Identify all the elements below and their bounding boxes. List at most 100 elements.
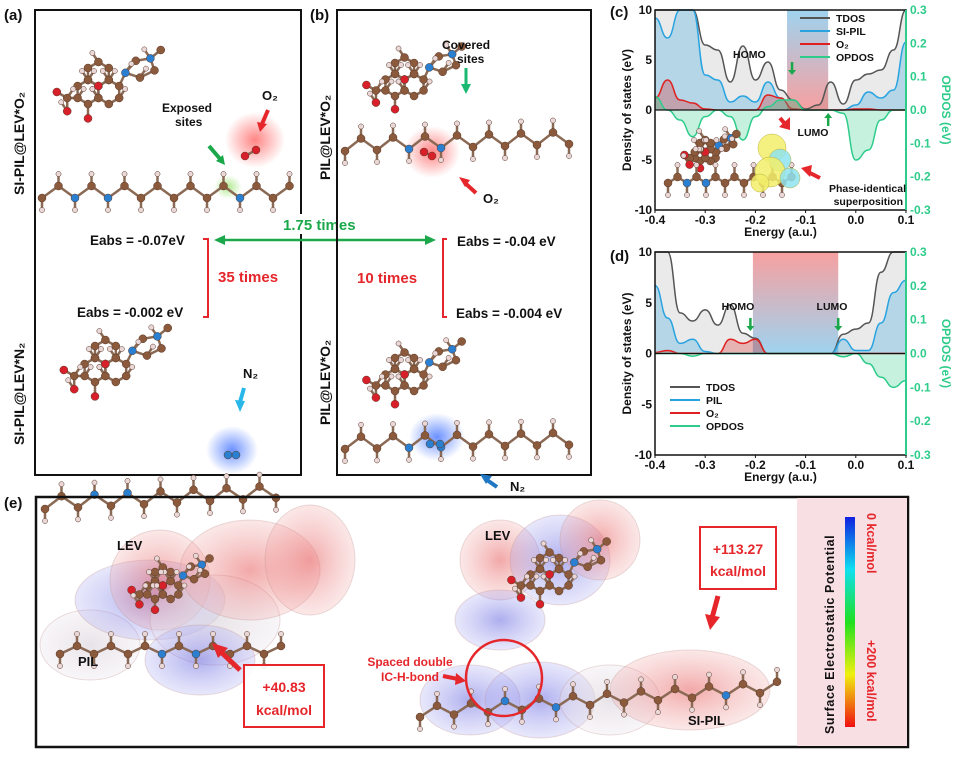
hydrogen-atom [106, 346, 113, 352]
esp-surface-blob [559, 499, 641, 581]
hydrogen-atom [77, 364, 84, 370]
hydrogen-atom [502, 686, 508, 692]
arrowhead-right-icon [425, 235, 436, 245]
hydrogen-atom [518, 118, 524, 125]
carbon-atom [419, 75, 428, 84]
hydrogen-atom [128, 60, 135, 67]
x-tick-label: 0.0 [847, 458, 864, 472]
si-pil-label: SI-PIL [688, 713, 725, 728]
carbon-atom [150, 66, 159, 75]
hydrogen-atom [691, 137, 697, 143]
hydrogen-atom [89, 50, 96, 56]
carbon-atom [535, 564, 545, 574]
hydrogen-atom [358, 421, 364, 428]
carbon-atom [150, 594, 160, 604]
comparison-label: 1.75 times [283, 217, 356, 234]
carbon-atom [400, 53, 409, 62]
hydrogen-atom [157, 476, 164, 483]
carbon-atom [564, 581, 573, 590]
esp-surface-blob [609, 649, 771, 731]
hydrogen-atom [405, 357, 411, 363]
hydrogen-atom [124, 478, 131, 484]
colorbar-title: Surface Electrostatic Potential [823, 535, 837, 734]
nitrogen-atom [447, 49, 457, 59]
hydrogen-atom [253, 171, 260, 177]
oxygen-atom [59, 365, 69, 375]
hydrogen-atom [57, 663, 63, 669]
carbon-atom [340, 444, 350, 454]
y-tick-label: 10 [639, 245, 653, 259]
hydrogen-atom [58, 481, 65, 488]
carbon-atom [40, 504, 50, 514]
arrowhead-icon [705, 614, 720, 630]
legend-label-O₂: O₂ [836, 39, 849, 51]
carbon-atom [90, 377, 100, 387]
carbon-atom [189, 574, 199, 584]
hydrogen-atom [278, 631, 284, 637]
bond-arrow-icon [442, 674, 459, 681]
carbon-atom [526, 581, 535, 590]
hydrogen-atom [587, 714, 593, 720]
hydrogen-atom [138, 207, 144, 213]
hydrogen-atom [270, 207, 276, 213]
carbon-atom [390, 69, 400, 79]
molecule-pil-lev-o2 [340, 42, 574, 166]
oxygen-atom [52, 87, 62, 97]
hydrogen-atom [159, 663, 165, 669]
nitrogen-atom [425, 439, 435, 449]
hydrogen-atom [590, 554, 597, 561]
hydrogen-atom [75, 516, 81, 523]
hydrogen-atom [80, 86, 87, 92]
hydrogen-atom [713, 137, 720, 143]
carbon-atom [516, 129, 526, 138]
carbon-atom [101, 335, 110, 345]
nitrogen-atom [128, 346, 137, 356]
panel-b-bracket [442, 238, 447, 318]
x-tick-label: -0.1 [795, 458, 816, 472]
y2-tick-label: 0.1 [910, 70, 927, 84]
carbon-atom [87, 181, 96, 191]
series-area-TDOS [655, 252, 906, 354]
hydrogen-atom [722, 126, 729, 133]
x-tick-label: -0.4 [645, 458, 666, 472]
oxygen-atom [400, 370, 409, 379]
hydrogen-atom [405, 62, 411, 68]
hydrogen-atom [72, 207, 78, 213]
y2-tick-label: -0.2 [910, 414, 931, 428]
value-right-arrow-icon [709, 595, 721, 619]
panel-e: (e) LEV PIL LEV SI-PIL +40.83 kcal/mol +… [4, 495, 910, 749]
nitrogen-atom [447, 344, 457, 354]
carbon-atom [255, 482, 264, 491]
hydrogen-atom [740, 669, 746, 676]
panel-d-label: (d) [610, 248, 629, 265]
hydrogen-atom [729, 135, 735, 142]
carbon-atom [732, 129, 741, 139]
hydrogen-atom [388, 78, 395, 85]
y2-tick-label: 0.0 [910, 103, 927, 117]
carbon-atom [174, 590, 183, 599]
carbon-atom [554, 553, 564, 563]
hydrogen-atom [98, 346, 104, 352]
hydrogen-atom [422, 420, 428, 427]
series-area-OPDOS [655, 96, 906, 160]
nitrogen-atom [425, 358, 434, 367]
carbon-atom [390, 364, 400, 374]
hydrogen-atom [741, 192, 747, 198]
hydrogen-atom [88, 171, 95, 177]
hydrogen-atom [70, 86, 77, 92]
esp-surface-blob [264, 504, 356, 616]
hydrogen-atom [121, 171, 128, 177]
arrowhead-icon [801, 165, 812, 177]
carbon-atom [451, 355, 461, 365]
hydrogen-atom [96, 364, 103, 370]
carbon-atom [111, 341, 121, 351]
legend-label-OPDOS: OPDOS [706, 421, 744, 433]
carbon-atom [166, 567, 175, 577]
hydrogen-atom [141, 46, 148, 53]
carbon-atom [772, 677, 782, 687]
carbon-atom [140, 641, 150, 651]
y2-tick-label: 0.0 [910, 347, 927, 361]
carbon-atom [388, 431, 398, 441]
hydrogen-atom [174, 511, 180, 518]
hydrogen-atom [422, 121, 428, 128]
